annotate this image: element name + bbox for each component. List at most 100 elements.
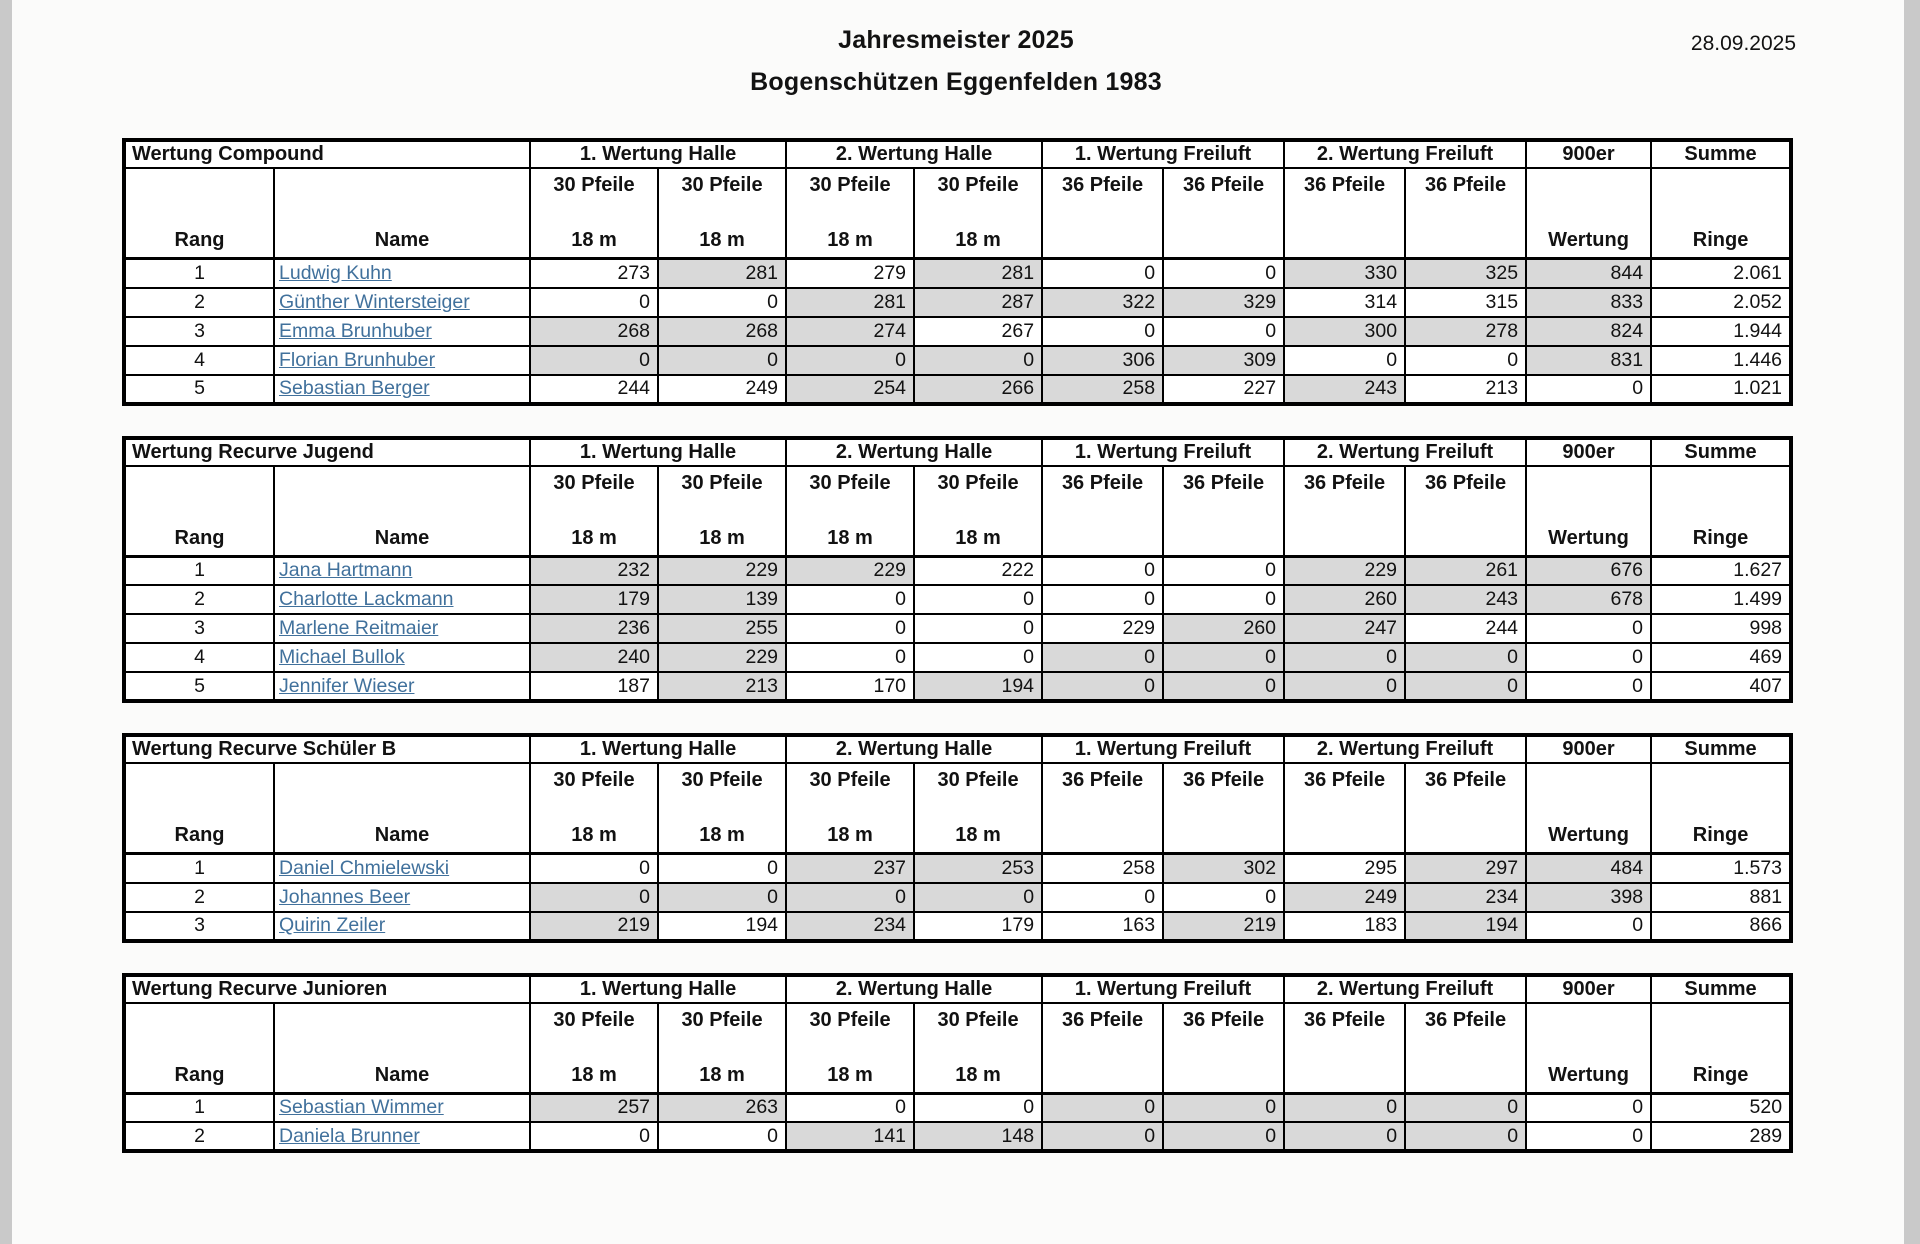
name-cell: Marlene Reitmaier bbox=[273, 613, 531, 644]
arrows-count-label: 36 Pfeile bbox=[1061, 174, 1144, 196]
score-cell: 0 bbox=[1162, 555, 1286, 586]
sum-cell: 469 bbox=[1650, 642, 1793, 673]
arrows-count-label: 36 Pfeile bbox=[1303, 1008, 1386, 1031]
sum-cell: 2.052 bbox=[1650, 286, 1793, 318]
score-cell: 398 bbox=[1525, 881, 1653, 913]
wertung-header-label: Wertung bbox=[1548, 824, 1629, 846]
sum-cell: 1.627 bbox=[1650, 555, 1793, 586]
results-table-0: Wertung Compound 1. Wertung Halle 2. Wertu… bbox=[122, 138, 1794, 406]
halle-subheader-cell: 30 Pfeile 18 m bbox=[913, 762, 1044, 855]
arrows-count-label: 30 Pfeile bbox=[937, 1008, 1019, 1031]
score-cell: 249 bbox=[1283, 881, 1407, 913]
distance-label: 18 m bbox=[955, 526, 1001, 549]
table-row: 2 Günther Wintersteiger 0 0 281 287 322 329 314 3… bbox=[123, 286, 1793, 318]
wertung-header-cell: Wertung bbox=[1525, 167, 1653, 260]
score-cell: 0 bbox=[785, 613, 916, 644]
score-cell: 179 bbox=[913, 910, 1044, 942]
rank-cell: 2 bbox=[123, 1121, 275, 1152]
sum-cell: 1.573 bbox=[1650, 852, 1793, 884]
name-link[interactable]: Daniel Chmielewski bbox=[279, 856, 450, 879]
score-cell: 484 bbox=[1525, 852, 1653, 884]
name-header-label: Name bbox=[374, 1063, 430, 1086]
name-link[interactable]: Sebastian Berger bbox=[279, 377, 430, 399]
arrows-count-label: 30 Pfeile bbox=[553, 471, 635, 494]
table-row: 1 Jana Hartmann 232 229 229 222 0 0 229 261 676 1.6… bbox=[123, 555, 1793, 586]
score-cell: 0 bbox=[1404, 344, 1528, 376]
score-cell: 194 bbox=[913, 671, 1044, 702]
rank-cell: 1 bbox=[123, 257, 275, 289]
score-cell: 0 bbox=[1525, 373, 1653, 405]
table-header-row: Wertung Compound 1. Wertung Halle 2. Wertu… bbox=[122, 139, 1793, 169]
arrows-count-label: 36 Pfeile bbox=[1424, 471, 1507, 494]
rank-cell: 3 bbox=[123, 910, 275, 942]
name-link[interactable]: Günther Wintersteiger bbox=[279, 290, 470, 313]
score-cell: 0 bbox=[657, 344, 788, 376]
score-cell: 268 bbox=[529, 315, 660, 347]
score-cell: 258 bbox=[1041, 373, 1165, 405]
name-header-label: Name bbox=[374, 526, 430, 549]
table-subheader-row: Rang Name 30 Pfeile 18 m 30 Pfeile 18 m 30 Pfe… bbox=[123, 1001, 1793, 1095]
freiluft-subheader-cell: 36 Pfeile bbox=[1404, 464, 1528, 558]
name-link[interactable]: Emma Brunhuber bbox=[279, 319, 432, 342]
name-header-cell: Name bbox=[272, 1001, 532, 1095]
table-header-row: Wertung Recurve Schüler B 1. Wertung Hall… bbox=[122, 734, 1793, 764]
score-cell: 0 bbox=[1041, 881, 1165, 913]
freiluft-subheader-cell: 36 Pfeile bbox=[1162, 762, 1286, 855]
name-link[interactable]: Daniela Brunner bbox=[279, 1124, 420, 1147]
name-cell: Daniel Chmielewski bbox=[272, 852, 532, 884]
column-group-header: 2. Wertung Freiluft bbox=[1283, 734, 1528, 764]
score-cell: 844 bbox=[1525, 257, 1653, 289]
page-subtitle: Bogenschützen Eggenfelden 1983 bbox=[750, 68, 1162, 96]
rang-header-label: Rang bbox=[174, 824, 225, 846]
table-header-row: Wertung Recurve Jugend 1. Wertung Halle 2.… bbox=[123, 436, 1793, 467]
score-cell: 255 bbox=[656, 613, 788, 644]
score-cell: 0 bbox=[1404, 671, 1528, 702]
score-cell: 0 bbox=[529, 286, 660, 318]
scan-edge-right bbox=[1904, 0, 1920, 1244]
score-cell: 0 bbox=[1525, 671, 1653, 702]
rang-header-label: Rang bbox=[174, 1063, 225, 1086]
name-link[interactable]: Florian Brunhuber bbox=[279, 348, 436, 371]
name-link[interactable]: Quirin Zeiler bbox=[279, 914, 386, 936]
score-cell: 258 bbox=[1041, 852, 1165, 884]
sum-cell: 998 bbox=[1650, 613, 1793, 644]
name-link[interactable]: Jennifer Wieser bbox=[279, 674, 415, 697]
name-link[interactable]: Jana Hartmann bbox=[279, 559, 413, 582]
score-cell: 139 bbox=[656, 584, 788, 615]
score-cell: 240 bbox=[529, 642, 659, 673]
score-cell: 314 bbox=[1283, 286, 1407, 318]
score-cell: 243 bbox=[1283, 373, 1407, 405]
score-cell: 194 bbox=[657, 910, 788, 942]
arrows-count-label: 30 Pfeile bbox=[553, 769, 635, 791]
table-row: 2 Johannes Beer 0 0 0 0 0 0 249 234 398 881 bbox=[123, 881, 1793, 913]
name-link[interactable]: Johannes Beer bbox=[279, 885, 411, 908]
name-header-label: Name bbox=[374, 824, 430, 846]
column-group-header: Summe bbox=[1650, 973, 1793, 1004]
score-cell: 0 bbox=[657, 881, 788, 913]
wertung-header-cell: Wertung bbox=[1525, 762, 1653, 855]
distance-label: 18 m bbox=[571, 526, 617, 549]
score-cell: 0 bbox=[1162, 315, 1286, 347]
score-cell: 0 bbox=[913, 344, 1044, 376]
score-cell: 678 bbox=[1525, 584, 1653, 615]
rank-cell: 1 bbox=[123, 555, 275, 586]
table-row: 5 Sebastian Berger 244 249 254 266 258 227 243 21… bbox=[123, 373, 1793, 405]
name-cell: Emma Brunhuber bbox=[272, 315, 532, 347]
score-cell: 309 bbox=[1162, 344, 1286, 376]
name-link[interactable]: Michael Bullok bbox=[279, 646, 405, 668]
distance-label: 18 m bbox=[699, 229, 745, 251]
name-link[interactable]: Marlene Reitmaier bbox=[279, 617, 439, 639]
score-cell: 833 bbox=[1525, 286, 1653, 318]
score-cell: 824 bbox=[1525, 315, 1653, 347]
name-link[interactable]: Sebastian Wimmer bbox=[279, 1096, 444, 1119]
arrows-count-label: 36 Pfeile bbox=[1303, 769, 1386, 791]
table-row: 1 Ludwig Kuhn 273 281 279 281 0 0 330 325 844 2.061 bbox=[123, 257, 1793, 289]
halle-subheader-cell: 30 Pfeile 18 m bbox=[529, 762, 660, 855]
arrows-count-label: 30 Pfeile bbox=[809, 769, 891, 791]
column-group-header: 2. Wertung Halle bbox=[785, 139, 1044, 169]
score-cell: 219 bbox=[529, 910, 660, 942]
arrows-count-label: 30 Pfeile bbox=[937, 769, 1019, 791]
name-link[interactable]: Charlotte Lackmann bbox=[279, 588, 454, 610]
name-link[interactable]: Ludwig Kuhn bbox=[279, 261, 392, 284]
score-cell: 0 bbox=[1162, 881, 1286, 913]
